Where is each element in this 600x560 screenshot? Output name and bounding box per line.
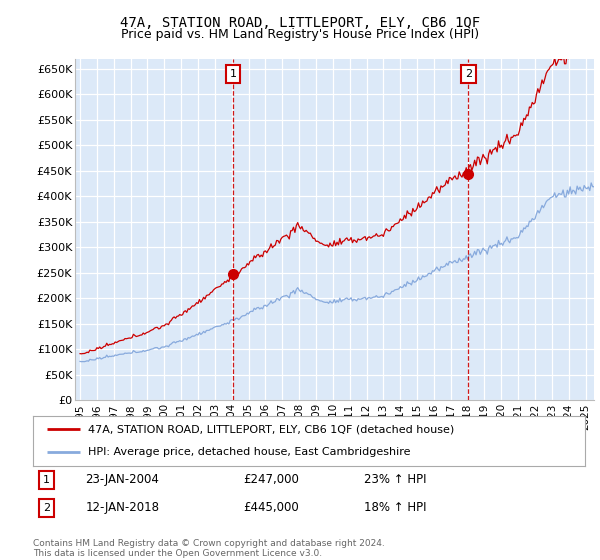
- Text: 23% ↑ HPI: 23% ↑ HPI: [364, 473, 427, 487]
- Text: 2: 2: [465, 69, 472, 79]
- Text: 12-JAN-2018: 12-JAN-2018: [85, 501, 160, 514]
- Text: 23-JAN-2004: 23-JAN-2004: [85, 473, 160, 487]
- Text: Contains HM Land Registry data © Crown copyright and database right 2024.
This d: Contains HM Land Registry data © Crown c…: [33, 539, 385, 558]
- Text: 1: 1: [229, 69, 236, 79]
- Text: 18% ↑ HPI: 18% ↑ HPI: [364, 501, 427, 514]
- Text: £247,000: £247,000: [243, 473, 299, 487]
- Text: 2: 2: [43, 503, 50, 512]
- Text: 1: 1: [43, 475, 50, 485]
- Text: 47A, STATION ROAD, LITTLEPORT, ELY, CB6 1QF (detached house): 47A, STATION ROAD, LITTLEPORT, ELY, CB6 …: [88, 424, 454, 434]
- Text: 47A, STATION ROAD, LITTLEPORT, ELY, CB6 1QF: 47A, STATION ROAD, LITTLEPORT, ELY, CB6 …: [120, 16, 480, 30]
- Text: £445,000: £445,000: [243, 501, 299, 514]
- Text: HPI: Average price, detached house, East Cambridgeshire: HPI: Average price, detached house, East…: [88, 447, 410, 458]
- Text: Price paid vs. HM Land Registry's House Price Index (HPI): Price paid vs. HM Land Registry's House …: [121, 28, 479, 41]
